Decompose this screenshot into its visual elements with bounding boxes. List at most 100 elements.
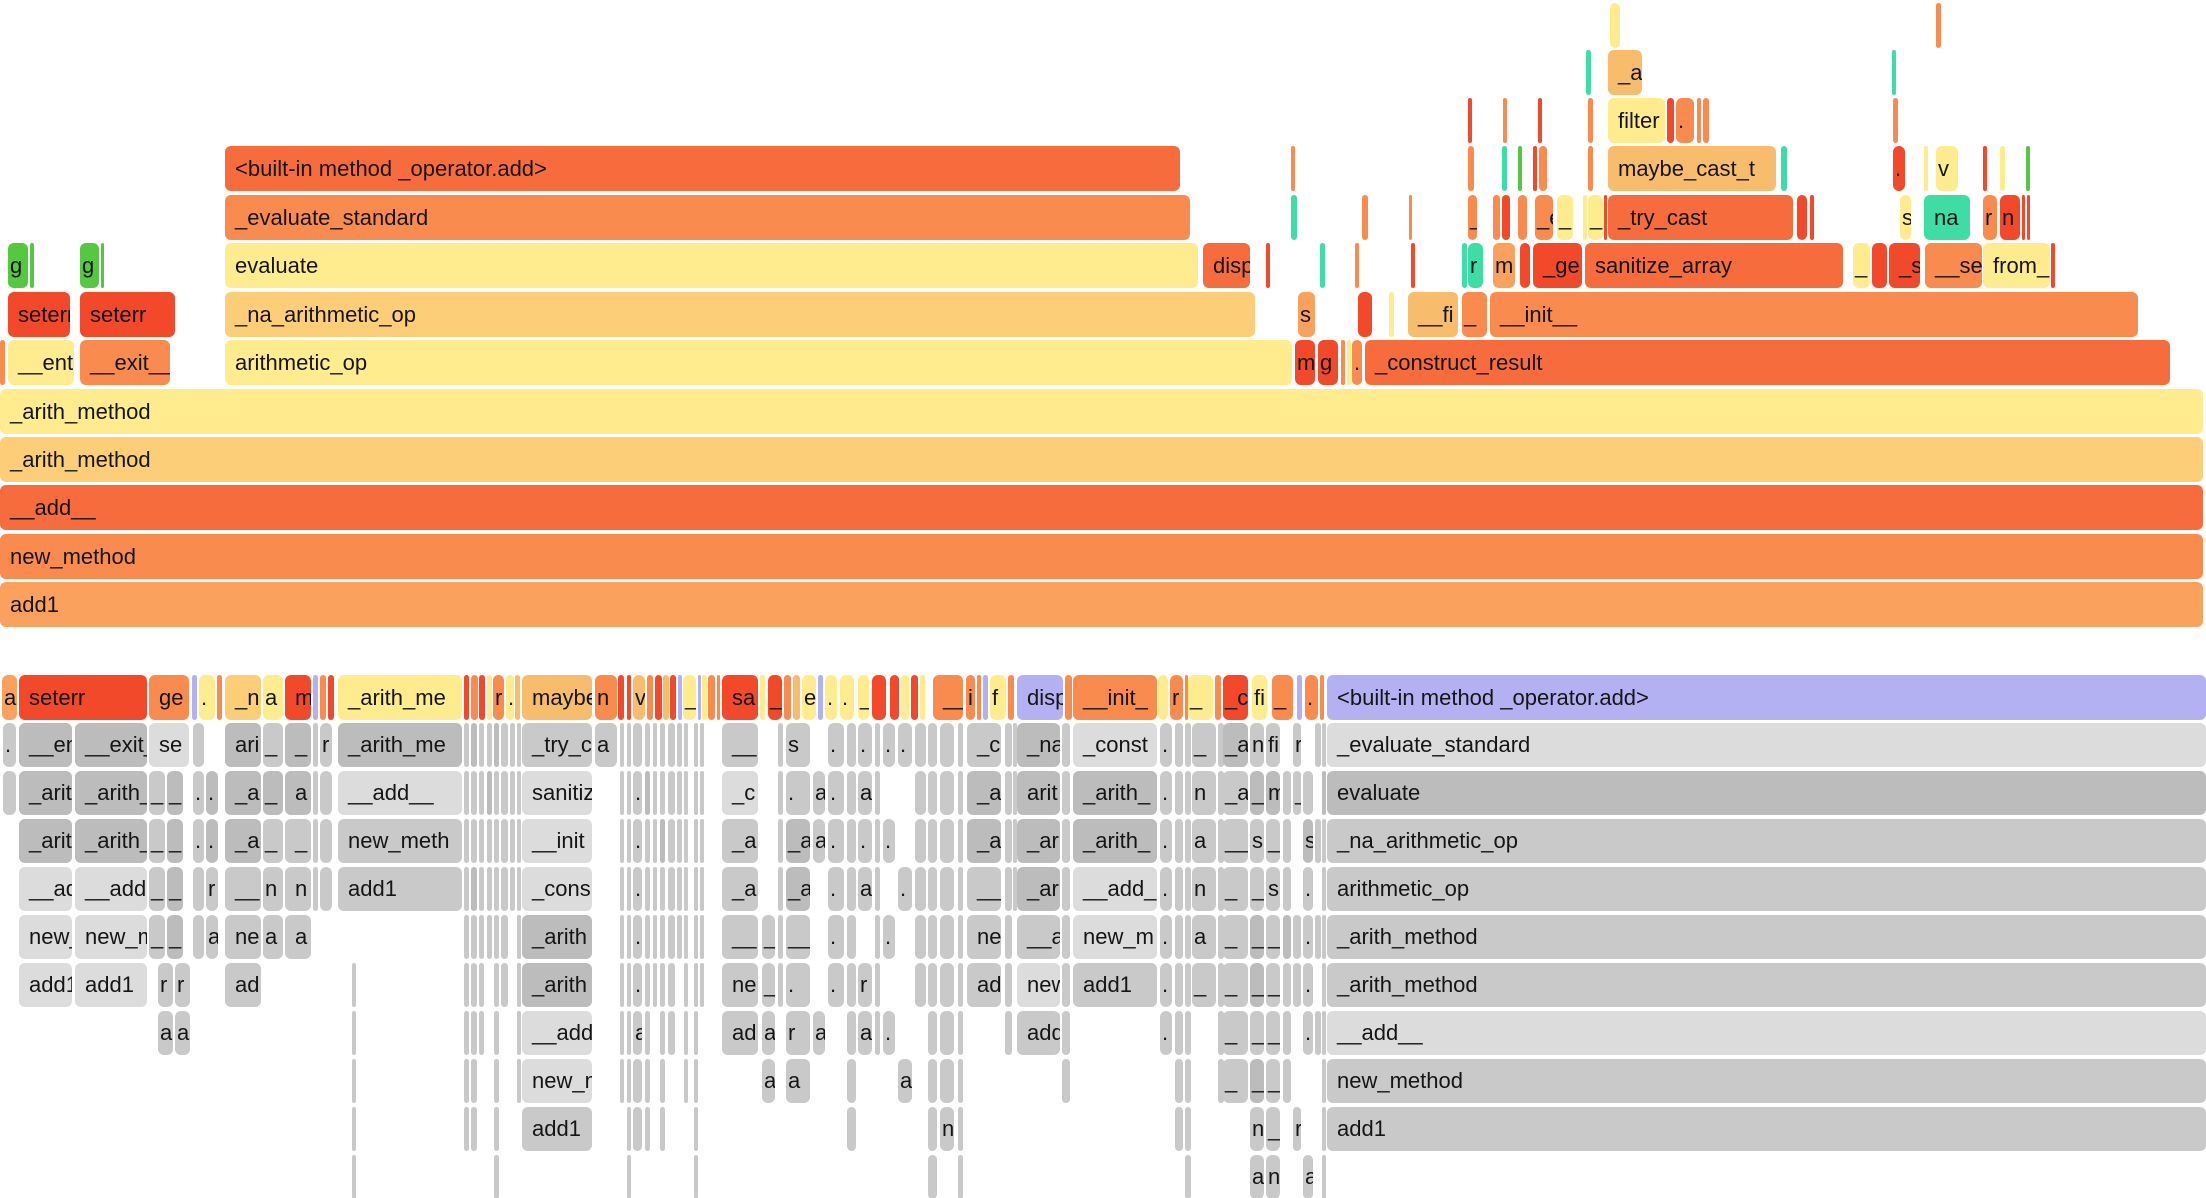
sandwich-stack-frame-bar[interactable] xyxy=(940,867,954,911)
sandwich-header-frame-bar[interactable]: ge xyxy=(149,675,189,720)
sandwich-stack-frame-bar[interactable] xyxy=(1185,963,1191,1007)
sandwich-stack-frame-bar[interactable] xyxy=(700,819,704,863)
sandwich-stack-frame-bar[interactable]: . xyxy=(1160,867,1172,911)
sandwich-stack-frame-bar[interactable] xyxy=(517,915,521,959)
sandwich-stack-frame-bar[interactable]: s xyxy=(1303,819,1313,863)
sandwich-stack-frame-bar[interactable] xyxy=(1175,723,1183,767)
sandwich-stack-frame-bar[interactable] xyxy=(1013,723,1017,767)
sandwich-stack-frame-bar[interactable] xyxy=(778,819,783,863)
sandwich-stack-frame-bar[interactable] xyxy=(1283,819,1291,863)
sandwich-header-frame-bar[interactable] xyxy=(328,675,334,720)
sandwich-stack-frame-bar[interactable]: _ xyxy=(1266,819,1280,863)
sandwich-stack-frame-bar[interactable]: . xyxy=(206,771,218,815)
frame-bar[interactable]: from_ xyxy=(1983,243,2050,288)
frame-bar[interactable] xyxy=(1291,195,1297,240)
sandwich-stack-frame-bar[interactable] xyxy=(1062,915,1070,959)
sandwich-stack-frame-bar[interactable] xyxy=(928,1155,937,1198)
sandwich-stack-frame-bar[interactable]: _a xyxy=(1223,723,1248,767)
sandwich-stack-frame-bar[interactable] xyxy=(684,723,688,767)
frame-bar[interactable] xyxy=(1493,195,1500,240)
sandwich-stack-frame-bar[interactable] xyxy=(677,771,682,815)
frame-bar[interactable]: _try_cast xyxy=(1608,195,1793,240)
sandwich-header-frame-bar[interactable] xyxy=(217,675,222,720)
sandwich-header-frame-bar[interactable] xyxy=(1008,675,1014,720)
sandwich-stack-frame-bar[interactable] xyxy=(653,915,657,959)
sandwich-header-frame-bar[interactable]: v xyxy=(633,675,645,720)
frame-bar[interactable] xyxy=(1872,243,1887,288)
frame-bar[interactable] xyxy=(1538,98,1542,143)
sandwich-stack-frame-bar[interactable]: a xyxy=(1303,1155,1313,1198)
sandwich-stack-frame-bar[interactable] xyxy=(1218,819,1224,863)
sandwich-stack-frame-bar[interactable] xyxy=(958,1059,963,1103)
sandwich-stack-frame-bar[interactable]: add1 xyxy=(1073,963,1157,1007)
sandwich-stack-frame-bar[interactable] xyxy=(464,963,469,1007)
sandwich-stack-frame-bar[interactable] xyxy=(1218,867,1224,911)
sandwich-header-frame-bar[interactable] xyxy=(313,675,318,720)
sandwich-header-frame-bar[interactable] xyxy=(1320,675,1324,720)
sandwich-stack-frame-bar[interactable]: r xyxy=(158,963,173,1007)
sandwich-stack-frame-bar[interactable]: . xyxy=(633,867,642,911)
sandwich-stack-frame-bar[interactable]: ad xyxy=(722,1011,758,1055)
sandwich-stack-frame-bar[interactable] xyxy=(517,1059,521,1103)
sandwich-stack-frame-bar[interactable]: a xyxy=(858,867,872,911)
sandwich-stack-frame-bar[interactable]: __a xyxy=(967,867,1001,911)
sandwich-stack-frame-bar[interactable] xyxy=(1322,867,1326,911)
sandwich-stack-frame-bar[interactable] xyxy=(645,771,650,815)
sandwich-stack-frame-bar[interactable] xyxy=(1322,771,1326,815)
sandwich-stack-frame-bar[interactable]: n xyxy=(263,867,283,911)
sandwich-stack-frame-bar[interactable]: r xyxy=(1293,1107,1301,1151)
sandwich-stack-frame-bar[interactable] xyxy=(668,915,675,959)
sandwich-stack-frame-bar[interactable]: . xyxy=(633,771,642,815)
frame-bar[interactable]: . xyxy=(1893,146,1905,191)
sandwich-stack-frame-bar[interactable] xyxy=(494,1155,499,1198)
sandwich-header-frame-bar[interactable] xyxy=(698,675,701,720)
sandwich-stack-frame-bar[interactable]: arithmetic_op xyxy=(1327,867,2206,911)
sandwich-stack-frame-bar[interactable] xyxy=(958,819,963,863)
sandwich-stack-frame-bar[interactable] xyxy=(501,867,508,911)
sandwich-stack-frame-bar[interactable] xyxy=(660,723,665,767)
sandwich-stack-frame-bar[interactable] xyxy=(494,723,499,767)
frame-bar[interactable]: m xyxy=(1493,243,1515,288)
sandwich-header-frame-bar[interactable]: _ xyxy=(858,675,869,720)
sandwich-stack-frame-bar[interactable] xyxy=(940,963,954,1007)
frame-bar[interactable] xyxy=(1892,50,1896,95)
sandwich-stack-frame-bar[interactable] xyxy=(352,1107,356,1151)
sandwich-stack-frame-bar[interactable] xyxy=(928,1107,937,1151)
frame-bar[interactable]: _construct_result xyxy=(1365,340,2170,385)
sandwich-header-frame-bar[interactable] xyxy=(872,675,886,720)
sandwich-stack-frame-bar[interactable] xyxy=(847,771,856,815)
sandwich-stack-frame-bar[interactable] xyxy=(1175,963,1183,1007)
sandwich-stack-frame-bar[interactable]: a xyxy=(786,1059,810,1103)
sandwich-header-frame-bar[interactable]: _ xyxy=(1188,675,1213,720)
sandwich-stack-frame-bar[interactable] xyxy=(352,1011,356,1055)
sandwich-stack-frame-bar[interactable] xyxy=(1283,963,1291,1007)
sandwich-stack-frame-bar[interactable] xyxy=(1005,819,1012,863)
sandwich-stack-frame-bar[interactable] xyxy=(464,915,469,959)
sandwich-stack-frame-bar[interactable]: __add_ xyxy=(1073,867,1157,911)
sandwich-stack-frame-bar[interactable] xyxy=(1185,1107,1191,1151)
sandwich-stack-frame-bar[interactable] xyxy=(778,723,783,767)
sandwich-stack-frame-bar[interactable] xyxy=(915,867,926,911)
sandwich-stack-frame-bar[interactable] xyxy=(633,1059,642,1103)
sandwich-stack-frame-bar[interactable] xyxy=(1185,771,1191,815)
frame-bar[interactable] xyxy=(1604,195,1607,240)
sandwich-stack-frame-bar[interactable] xyxy=(1175,771,1183,815)
sandwich-header-frame-bar[interactable]: _ xyxy=(1272,675,1293,720)
sandwich-stack-frame-bar[interactable] xyxy=(694,1011,698,1055)
frame-bar[interactable]: arithmetic_op xyxy=(225,340,1292,385)
sandwich-stack-frame-bar[interactable] xyxy=(479,819,484,863)
frame-bar[interactable] xyxy=(0,340,5,385)
sandwich-stack-frame-bar[interactable] xyxy=(778,771,783,815)
frame-bar[interactable]: _a xyxy=(1608,50,1642,95)
frame-bar[interactable]: __se xyxy=(1925,243,1982,288)
sandwich-header-frame-bar[interactable]: maybe xyxy=(522,675,592,720)
sandwich-header-frame-bar[interactable] xyxy=(192,675,197,720)
sandwich-stack-frame-bar[interactable] xyxy=(847,915,856,959)
frame-bar[interactable]: _s xyxy=(1889,243,1920,288)
sandwich-stack-frame-bar[interactable] xyxy=(668,771,675,815)
frame-bar[interactable] xyxy=(1893,98,1898,143)
sandwich-stack-frame-bar[interactable]: s xyxy=(1266,867,1280,911)
frame-bar[interactable]: . xyxy=(1352,340,1362,385)
sandwich-header-frame-bar[interactable] xyxy=(471,675,478,720)
sandwich-stack-frame-bar[interactable] xyxy=(1303,771,1313,815)
